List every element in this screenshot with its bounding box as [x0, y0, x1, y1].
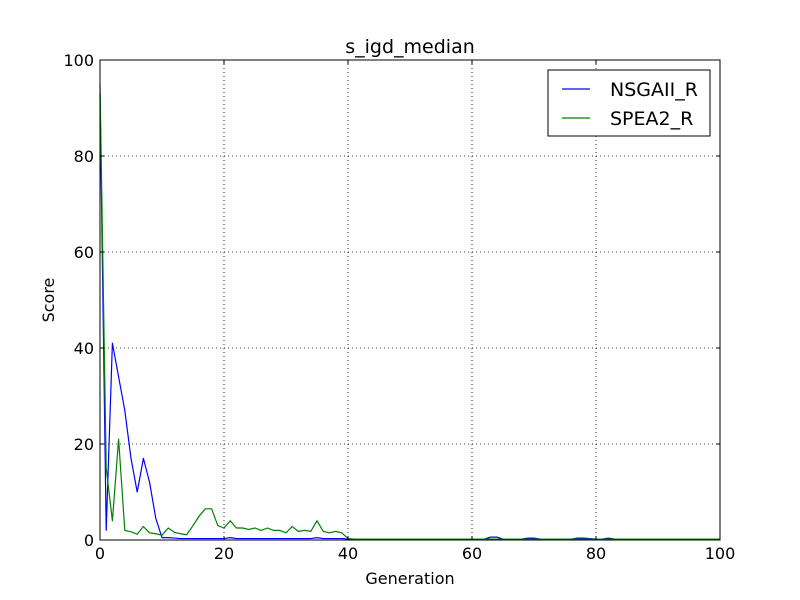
plot-frame [99, 59, 721, 541]
series-line-spea2-r [99, 83, 720, 540]
y-tick-label: 20 [74, 435, 94, 454]
x-tick-label: 0 [95, 544, 105, 563]
x-tick-label: 20 [214, 544, 234, 563]
series-lines [99, 83, 720, 540]
y-tick-label: 80 [74, 147, 94, 166]
x-tick-label: 60 [462, 544, 482, 563]
legend-label-nsgaii-r: NSGAII_R [610, 79, 698, 101]
y-axis-title: Score [39, 278, 58, 323]
legend: NSGAII_R SPEA2_R [547, 69, 711, 137]
x-tick-label: 100 [705, 544, 736, 563]
y-tick-label: 60 [74, 243, 94, 262]
chart-title: s_igd_median [345, 36, 475, 58]
x-axis-title: Generation [365, 569, 454, 588]
axis-ticks: 0 20 40 60 80 100 0 20 40 60 80 100 [63, 51, 735, 563]
y-tick-label: 100 [63, 51, 94, 70]
legend-box [547, 69, 711, 137]
x-tick-label: 40 [338, 544, 358, 563]
y-tick-label: 0 [84, 531, 94, 550]
x-tick-label: 80 [586, 544, 606, 563]
legend-label-spea2-r: SPEA2_R [610, 108, 693, 130]
y-tick-label: 40 [74, 339, 94, 358]
